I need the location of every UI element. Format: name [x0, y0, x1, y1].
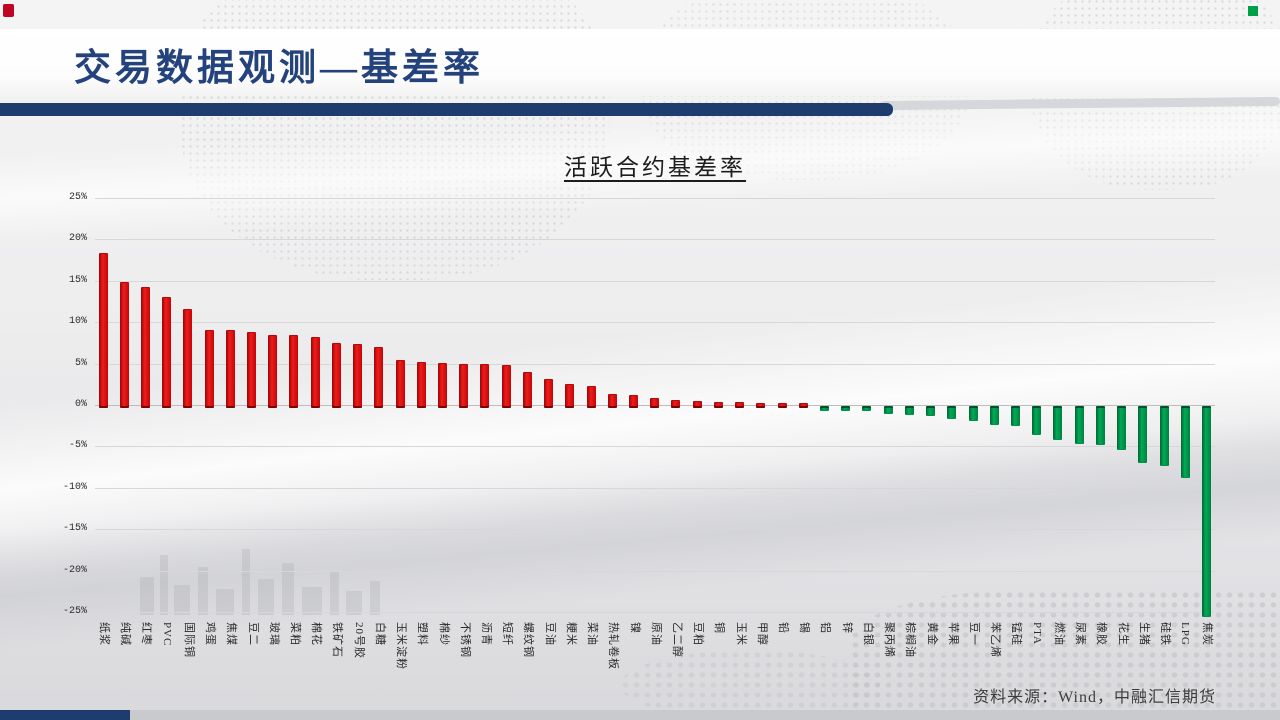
chart-bar — [544, 379, 553, 408]
chart-bar — [332, 343, 341, 408]
chart-bar — [502, 365, 511, 408]
chart-bar — [523, 372, 532, 408]
page-title: 交易数据观测—基差率 — [74, 48, 484, 89]
chart-bar — [587, 386, 596, 408]
chart-bar — [417, 362, 426, 408]
y-tick-label: -20% — [62, 565, 87, 576]
chart-bar — [629, 395, 638, 408]
chart-bar — [650, 398, 659, 408]
chart-bar — [480, 364, 489, 408]
chart-bar — [162, 297, 171, 408]
chart-bar — [459, 364, 468, 408]
y-tick-label: 15% — [68, 275, 87, 286]
y-tick-label: 20% — [68, 233, 87, 244]
skyline-silhouette — [140, 545, 400, 615]
chart-bar — [289, 335, 298, 408]
chart-bar — [1053, 406, 1062, 440]
y-tick-label: 5% — [74, 358, 87, 369]
chart-bar — [205, 330, 214, 408]
gridline — [95, 322, 1215, 323]
gridline — [95, 571, 1215, 572]
y-tick-label: -10% — [62, 482, 87, 493]
chart-bar — [374, 347, 383, 408]
y-tick-label: -25% — [62, 606, 87, 617]
gridline — [95, 446, 1215, 447]
chart-bar — [99, 253, 108, 408]
chart-bar — [1160, 406, 1169, 466]
chart-bar — [884, 406, 893, 414]
gridline — [95, 198, 1215, 199]
chart-bar — [841, 406, 850, 411]
y-tick-label: -5% — [68, 440, 87, 451]
chart-bar — [268, 335, 277, 408]
chart-bar — [565, 384, 574, 408]
gridline — [95, 239, 1215, 240]
chart-title: 活跃合约基差率 — [564, 155, 746, 180]
chart-bar — [990, 406, 999, 425]
chart-bar — [120, 282, 129, 408]
chart-bar — [141, 287, 150, 408]
chart-bar — [778, 403, 787, 408]
corner-logo-red — [3, 4, 14, 17]
chart-bar — [756, 403, 765, 408]
chart-bar — [1075, 406, 1084, 444]
chart-bar — [353, 344, 362, 408]
chart-bar — [714, 402, 723, 408]
y-tick-label: 0% — [74, 399, 87, 410]
background-swoosh — [0, 400, 1280, 660]
chart-bar — [905, 406, 914, 415]
chart-bar — [799, 403, 808, 408]
chart-bar — [183, 309, 192, 408]
chart-bar — [671, 400, 680, 408]
background-swoosh — [0, 252, 1280, 588]
gridline — [95, 488, 1215, 489]
title-rule-bar — [0, 103, 893, 116]
gridline — [95, 529, 1215, 530]
chart-bar — [735, 402, 744, 408]
chart-bar — [1181, 406, 1190, 478]
chart-bar — [862, 406, 871, 411]
chart-bar — [1138, 406, 1147, 463]
chart-bar — [1096, 406, 1105, 445]
chart-bar — [1202, 406, 1211, 617]
gridline — [95, 281, 1215, 282]
gridline — [95, 612, 1215, 613]
data-source: 资料来源：Wind，中融汇信期货 — [973, 689, 1216, 706]
chart-bar — [396, 360, 405, 408]
chart-bar — [1032, 406, 1041, 435]
slide-header: 交易数据观测—基差率 — [0, 29, 1280, 96]
chart-bar — [247, 332, 256, 408]
y-tick-label: -15% — [62, 523, 87, 534]
chart-bar — [947, 406, 956, 419]
y-tick-label: 25% — [68, 192, 87, 203]
chart-bar — [311, 337, 320, 408]
chart-bar — [1117, 406, 1126, 450]
gridline — [95, 364, 1215, 365]
corner-deco-green — [1248, 6, 1258, 16]
chart-bar — [926, 406, 935, 416]
bottom-accent-band — [0, 710, 1280, 720]
title-rule-tail — [879, 96, 1280, 111]
chart-bar — [1011, 406, 1020, 426]
y-tick-label: 10% — [68, 316, 87, 327]
chart-bar — [226, 330, 235, 408]
chart-bar — [820, 406, 829, 411]
chart-bar — [438, 363, 447, 408]
chart-bar — [969, 406, 978, 421]
chart-bar — [693, 401, 702, 408]
chart-bar — [608, 394, 617, 408]
